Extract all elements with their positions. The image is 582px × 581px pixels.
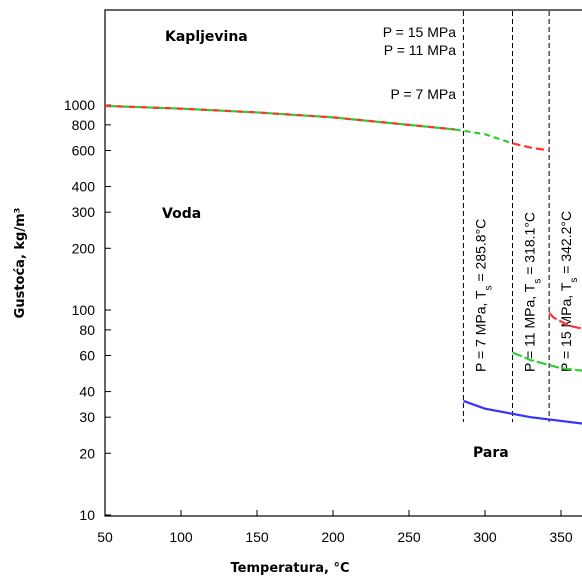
annotations: Kapljevina Voda Para P = 15 MPa P = 11 MPa P … xyxy=(162,24,509,461)
y-tick-label: 200 xyxy=(72,240,96,256)
y-tick-label: 80 xyxy=(79,322,95,338)
liquid-branch xyxy=(454,128,513,145)
x-axis-ticks: 50 100 150 200 250 300 350 xyxy=(97,510,573,545)
y-tick-label: 40 xyxy=(79,384,95,400)
liquid-curve xyxy=(105,104,455,131)
y-axis-ticks: 10 20 30 40 60 80 100 200 300 400 600 800 1000 xyxy=(64,97,111,523)
y-tick-label: 10 xyxy=(79,507,95,523)
y-tick-label: 300 xyxy=(72,204,96,220)
x-tick-label: 50 xyxy=(97,529,113,545)
plot-area-frame xyxy=(104,9,582,517)
y-axis-title: Gustoća, kg/m³ xyxy=(13,208,28,319)
saturation-lines: P = 7 MPa, Ts = 285.8°C P = 11 MPa, Ts = … xyxy=(462,11,580,422)
liquid-region-label: Kapljevina xyxy=(165,29,248,45)
pressure-label-15: P = 15 MPa xyxy=(383,24,457,40)
liquid-curve-overlay xyxy=(105,104,455,131)
vapor-curve xyxy=(512,351,582,372)
liquid-branch xyxy=(512,142,550,152)
y-tick-label: 800 xyxy=(72,117,96,133)
saturation-label: P = 11 MPa, Ts = 318.1°C xyxy=(522,212,544,372)
x-tick-label: 250 xyxy=(397,529,421,545)
water-label: Voda xyxy=(162,206,201,222)
x-tick-label: 350 xyxy=(549,529,573,545)
saturation-label: P = 7 MPa, Ts = 285.8°C xyxy=(472,219,494,372)
vapor-region-label: Para xyxy=(473,445,509,461)
y-tick-label: 1000 xyxy=(64,97,95,113)
y-tick-label: 30 xyxy=(79,409,95,425)
vapor-curve xyxy=(463,399,582,425)
y-tick-label: 100 xyxy=(72,302,96,318)
x-tick-label: 150 xyxy=(245,529,269,545)
vapor-curve xyxy=(548,311,582,330)
pressure-label-11: P = 11 MPa xyxy=(384,42,456,58)
saturation-label: P = 15 MPa, Ts = 342.2°C xyxy=(558,211,580,372)
y-tick-label: 20 xyxy=(79,445,95,461)
y-tick-label: 60 xyxy=(79,347,95,363)
x-tick-label: 100 xyxy=(169,529,193,545)
x-tick-label: 300 xyxy=(473,529,497,545)
density-curves xyxy=(105,104,582,425)
y-tick-label: 600 xyxy=(72,142,96,158)
y-tick-label: 400 xyxy=(72,179,96,195)
x-tick-label: 200 xyxy=(321,529,345,545)
pressure-label-7: P = 7 MPa xyxy=(390,86,456,102)
x-axis-title: Temperatura, °C xyxy=(231,561,350,576)
